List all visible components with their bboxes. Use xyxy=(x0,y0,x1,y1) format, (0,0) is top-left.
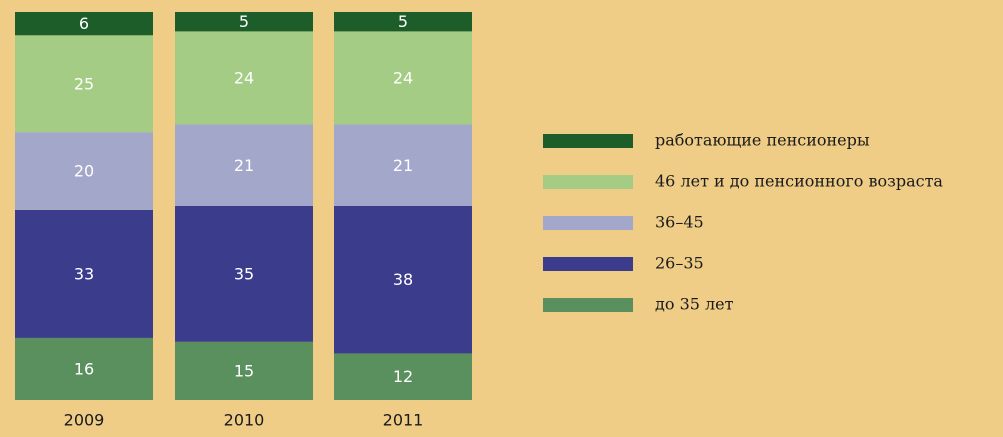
x-tick-label: 2011 xyxy=(383,411,424,430)
value-label: 35 xyxy=(234,264,254,283)
value-label: 38 xyxy=(393,270,413,289)
bar-segment xyxy=(15,132,153,210)
bar-segment xyxy=(15,209,153,338)
legend-label: 26–35 xyxy=(655,254,704,273)
legend-label: работающие пенсионеры xyxy=(655,131,870,150)
value-label: 21 xyxy=(393,156,413,175)
bar-segment xyxy=(175,124,313,206)
value-label: 25 xyxy=(74,74,94,93)
legend-swatch xyxy=(543,257,633,271)
value-label: 16 xyxy=(74,359,94,378)
x-tick-label: 2009 xyxy=(64,411,105,430)
legend-swatch xyxy=(543,175,633,189)
value-label: 5 xyxy=(239,12,249,31)
bar-segment xyxy=(334,206,472,354)
value-label: 20 xyxy=(74,162,94,181)
bar-segment xyxy=(175,31,313,125)
bar-segment xyxy=(175,341,313,400)
bar-segment xyxy=(15,35,153,133)
value-label: 15 xyxy=(234,361,254,380)
bar-segment xyxy=(175,206,313,342)
legend-label: 46 лет и до пенсионного возраста xyxy=(655,172,943,191)
bar-segment xyxy=(15,337,153,400)
value-label: 6 xyxy=(79,14,89,33)
legend-swatch xyxy=(543,216,633,230)
bar-segment xyxy=(334,124,472,206)
bar-segment xyxy=(334,353,472,400)
value-label: 5 xyxy=(398,12,408,31)
x-tick-label: 2010 xyxy=(224,411,265,430)
value-label: 12 xyxy=(393,367,413,386)
legend-label: до 35 лет xyxy=(655,295,734,314)
value-label: 33 xyxy=(74,264,94,283)
legend-swatch xyxy=(543,134,633,148)
bar-segment xyxy=(175,12,313,32)
bar-segment xyxy=(334,31,472,125)
legend-label: 36–45 xyxy=(655,213,704,232)
value-label: 21 xyxy=(234,156,254,175)
value-label: 24 xyxy=(393,68,413,87)
value-label: 24 xyxy=(234,68,254,87)
bar-segment xyxy=(334,12,472,32)
bar-segment xyxy=(15,12,153,36)
legend-swatch xyxy=(543,298,633,312)
